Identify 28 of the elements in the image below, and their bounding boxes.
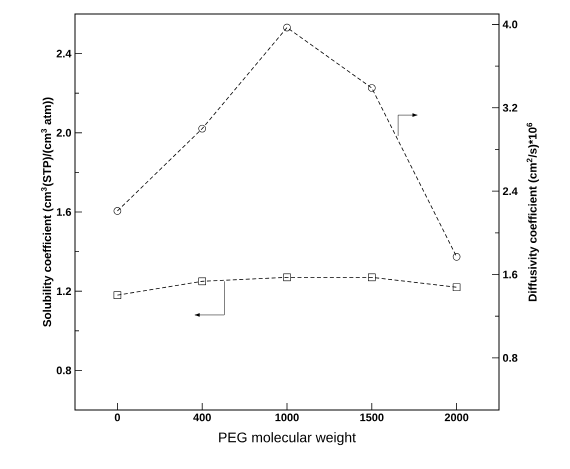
y2-tick-label: 4.0 <box>502 20 518 28</box>
x-tick-label: 400 <box>193 414 211 422</box>
point <box>114 291 122 299</box>
y2-axis-title: Diffusivity coefficient (cm$^{2}$/s)*10$^{6}$ <box>526 122 539 302</box>
point <box>452 253 460 261</box>
y-tick-label: 2.4 <box>56 50 72 58</box>
point <box>283 24 291 32</box>
point <box>114 207 122 215</box>
x-tick-label: 1500 <box>360 414 384 422</box>
y-tick-label: 1.6 <box>56 208 72 216</box>
y-tick-label: 1.2 <box>56 287 72 296</box>
x-tick-label: 0 <box>114 414 120 422</box>
y-tick-label: 2.0 <box>56 128 72 137</box>
point <box>198 277 206 286</box>
y2-tick-label: 2.4 <box>502 187 518 195</box>
point <box>283 274 291 282</box>
point <box>198 124 206 132</box>
point <box>368 274 376 282</box>
y2-tick-label: 0.8 <box>502 354 518 362</box>
x-tick-label: 2000 <box>444 414 468 422</box>
y-tick-label: 0.8 <box>56 366 72 374</box>
y-axis-title: Solubility coefficient (cm$^{3}$(STP)/(cm$^{3}$ atm)) <box>41 97 54 327</box>
x-tick-label: 1000 <box>275 414 299 422</box>
point <box>368 84 376 92</box>
x-axis-title: PEG molecular weight <box>219 432 356 446</box>
point <box>452 283 460 292</box>
y2-tick-label: 1.6 <box>503 270 518 278</box>
y2-tick-label: 3.2 <box>502 104 518 112</box>
